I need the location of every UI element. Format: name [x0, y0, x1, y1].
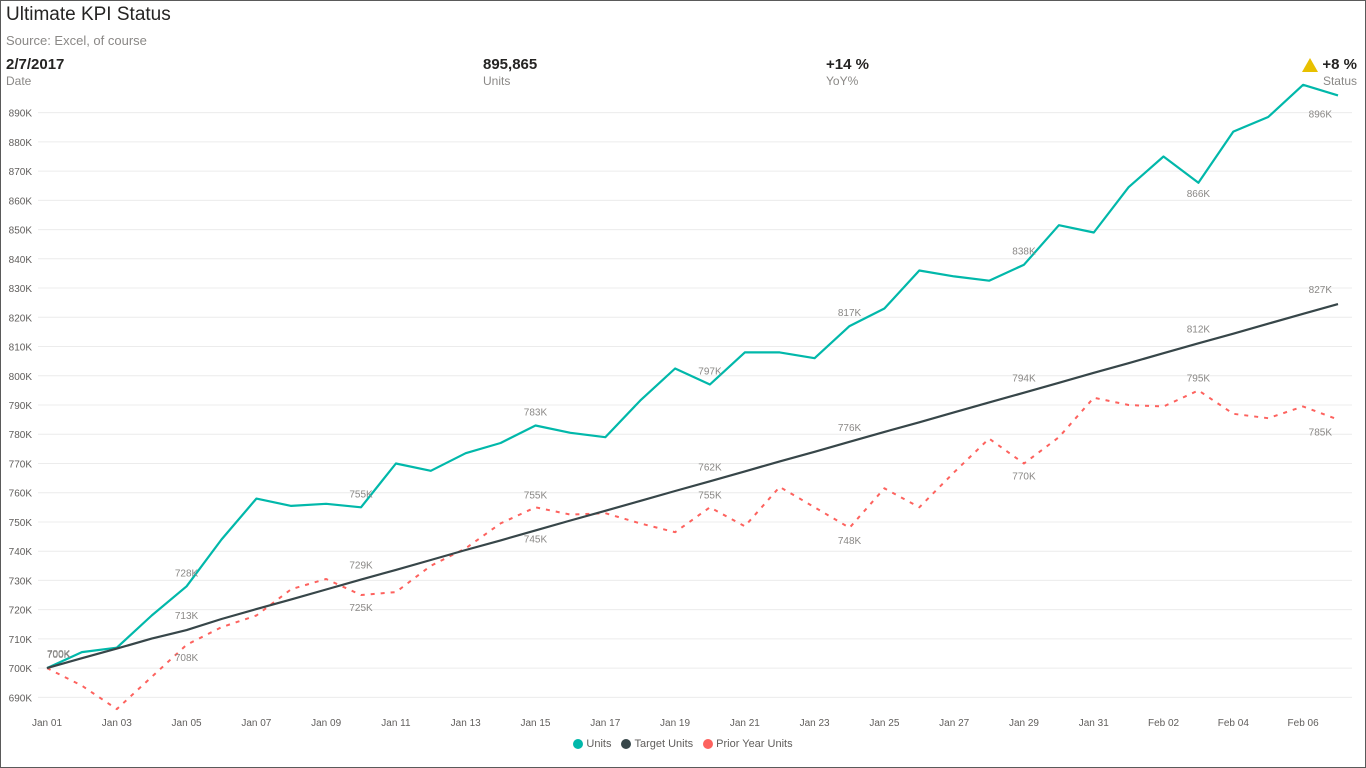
series-line-target-units — [46, 303, 1339, 670]
y-tick-label: 810K — [9, 343, 33, 354]
warning-triangle-icon — [1302, 57, 1319, 72]
x-tick-label: Jan 01 — [32, 718, 62, 729]
x-tick-label: Feb 02 — [1148, 718, 1180, 729]
y-tick-label: 850K — [9, 226, 33, 237]
y-tick-label: 700K — [9, 664, 33, 675]
data-label: 794K — [1012, 374, 1036, 385]
data-label: 762K — [698, 462, 722, 473]
series-line-units — [46, 83, 1339, 670]
data-label: 755K — [349, 489, 373, 500]
x-tick-label: Jan 19 — [660, 718, 690, 729]
chart-legend: Units Target Units Prior Year Units — [0, 738, 1366, 750]
data-label: 713K — [175, 611, 199, 622]
y-tick-label: 800K — [9, 372, 33, 383]
x-tick-label: Jan 11 — [381, 718, 411, 729]
data-label: 783K — [524, 407, 548, 418]
data-label: 729K — [349, 561, 373, 572]
x-tick-label: Feb 06 — [1288, 718, 1320, 729]
y-tick-label: 760K — [9, 489, 33, 500]
x-tick-label: Jan 25 — [869, 718, 899, 729]
kpi-date-value: 2/7/2017 — [6, 56, 65, 73]
x-tick-label: Jan 17 — [590, 718, 620, 729]
legend-item-prior-year-units[interactable]: Prior Year Units — [703, 738, 793, 750]
y-tick-label: 830K — [9, 284, 33, 295]
x-tick-label: Jan 05 — [172, 718, 202, 729]
kpi-yoy-label: YoY% — [826, 74, 859, 88]
kpi-date: 2/7/2017 Date — [6, 56, 64, 88]
data-label: 896K — [1309, 109, 1333, 120]
x-tick-label: Jan 09 — [311, 718, 341, 729]
kpi-date-label: Date — [6, 74, 32, 88]
y-tick-label: 750K — [9, 518, 33, 529]
kpi-units-value: 895,865 — [483, 56, 538, 73]
legend-units-swatch — [573, 739, 584, 749]
y-tick-label: 780K — [9, 430, 33, 441]
x-tick-label: Feb 04 — [1218, 718, 1250, 729]
data-label: 700K — [47, 649, 71, 660]
x-tick-label: Jan 03 — [102, 718, 132, 729]
chart-title: Ultimate KPI Status — [6, 4, 171, 25]
data-label: 817K — [838, 308, 862, 319]
y-tick-label: 890K — [9, 109, 33, 120]
data-label: 797K — [698, 367, 722, 378]
chart-subtitle: Source: Excel, of course — [6, 33, 147, 48]
data-label: 838K — [1012, 247, 1036, 258]
legend-target-units-swatch — [621, 739, 632, 749]
data-label: 755K — [698, 490, 722, 501]
y-tick-label: 740K — [9, 547, 33, 558]
y-tick-label: 730K — [9, 576, 33, 587]
data-label: 725K — [349, 603, 373, 614]
y-tick-label: 840K — [9, 255, 33, 266]
x-tick-label: Jan 27 — [939, 718, 969, 729]
y-tick-label: 880K — [9, 138, 33, 149]
y-tick-label: 770K — [9, 459, 33, 470]
legend-item-target-units[interactable]: Target Units — [621, 738, 693, 750]
kpi-status: +8 % Status — [1302, 56, 1357, 88]
x-tick-label: Jan 13 — [451, 718, 481, 729]
kpi-status-value: +8 % — [1322, 56, 1357, 73]
x-tick-label: Jan 15 — [520, 718, 550, 729]
x-tick-label: Jan 07 — [241, 718, 271, 729]
data-label: 866K — [1187, 189, 1211, 200]
data-label: 728K — [175, 568, 199, 579]
legend-units-label: Units — [586, 738, 612, 750]
data-label: 748K — [838, 536, 862, 547]
legend-target-units-label: Target Units — [634, 738, 694, 750]
kpi-yoy-value: +14 % — [826, 56, 869, 73]
data-label: 755K — [524, 490, 548, 501]
x-tick-label: Jan 23 — [800, 718, 830, 729]
y-tick-label: 710K — [9, 635, 33, 646]
series-line-prior-year-units — [46, 389, 1339, 711]
data-label: 776K — [838, 423, 862, 434]
kpi-status-label: Status — [1322, 74, 1357, 88]
legend-item-units[interactable]: Units — [573, 738, 611, 750]
y-tick-label: 860K — [9, 196, 33, 207]
data-label: 700K — [47, 650, 71, 661]
data-label: 770K — [1012, 471, 1036, 482]
y-tick-label: 790K — [9, 401, 33, 412]
data-label: 745K — [524, 534, 548, 545]
data-label: 785K — [1309, 428, 1333, 439]
kpi-units-label: Units — [483, 74, 511, 88]
y-tick-label: 690K — [9, 693, 33, 704]
data-label: 708K — [175, 653, 199, 664]
y-tick-label: 870K — [9, 167, 33, 178]
x-tick-label: Jan 31 — [1079, 718, 1109, 729]
y-tick-label: 720K — [9, 606, 33, 617]
data-label: 795K — [1187, 373, 1211, 384]
x-tick-label: Jan 21 — [730, 718, 760, 729]
kpi-yoy: +14 % YoY% — [826, 56, 869, 88]
x-tick-label: Jan 29 — [1009, 718, 1039, 729]
legend-prior-year-units-swatch — [703, 739, 714, 749]
kpi-units: 895,865 Units — [483, 56, 537, 88]
y-tick-label: 820K — [9, 313, 33, 324]
data-label: 812K — [1187, 324, 1211, 335]
data-label: 827K — [1309, 285, 1333, 296]
legend-prior-year-units-label: Prior Year Units — [716, 738, 793, 750]
